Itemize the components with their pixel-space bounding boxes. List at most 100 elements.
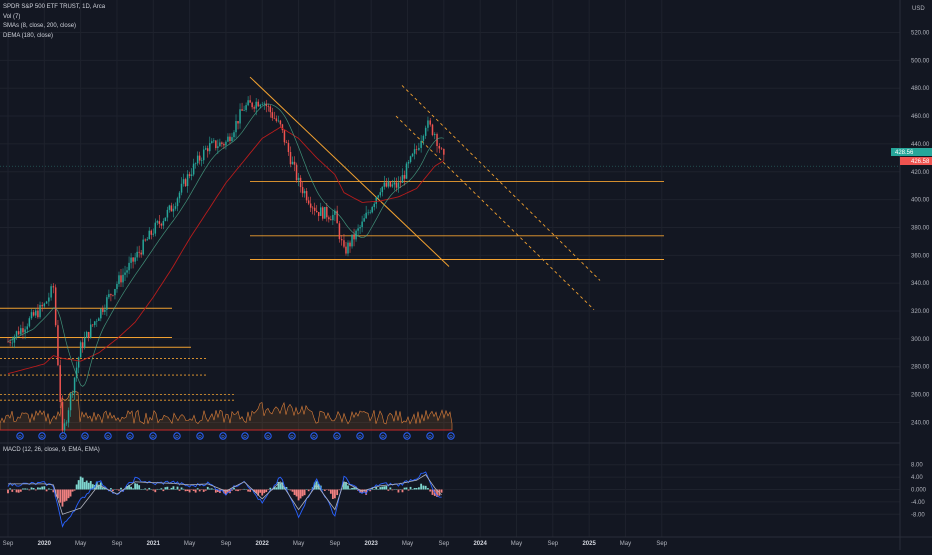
candle-body	[221, 142, 223, 143]
candle-body	[225, 142, 227, 146]
candle-body	[66, 423, 68, 424]
macd-histogram-bar	[334, 490, 336, 499]
candle-body	[286, 142, 288, 143]
candle-body	[302, 187, 304, 193]
macd-histogram-bar	[102, 487, 104, 489]
candle-body	[68, 410, 70, 422]
candle-body	[20, 328, 22, 334]
candle-body	[257, 102, 259, 107]
candle-body	[441, 148, 443, 149]
candle-body	[306, 191, 308, 200]
macd-histogram-bar	[347, 485, 349, 489]
macd-histogram-bar	[328, 490, 330, 491]
candle-body	[48, 298, 50, 302]
macd-histogram-bar	[167, 487, 169, 490]
candle-body	[74, 378, 76, 393]
candle-body	[357, 228, 359, 230]
candle-body	[345, 247, 347, 254]
candle-body	[328, 217, 330, 219]
macd-histogram-bar	[76, 484, 78, 489]
candle-body	[378, 195, 380, 197]
price-tick-label: 260.00	[911, 393, 930, 399]
candle-body	[78, 358, 80, 368]
macd-histogram-bar	[247, 490, 249, 492]
time-tick-label: May	[620, 541, 631, 547]
candle-body	[223, 144, 225, 145]
macd-histogram-bar	[275, 487, 277, 489]
candle-body	[173, 209, 175, 212]
candle-body	[396, 182, 398, 187]
candle-body	[22, 328, 24, 332]
macd-histogram-bar	[35, 490, 37, 491]
candle-body	[296, 165, 298, 180]
dema-indicator-label[interactable]: DEMA (180, close)	[3, 32, 105, 42]
candle-body	[142, 240, 144, 255]
time-tick-label: 2021	[147, 541, 161, 547]
macd-histogram-bar	[138, 485, 140, 489]
sma-indicator-label[interactable]: SMAs (8, close, 200, close)	[3, 22, 105, 32]
candle-body	[432, 125, 434, 135]
candle-body	[59, 365, 61, 402]
time-tick-label: May	[75, 541, 86, 547]
candle-body	[288, 143, 290, 152]
macd-histogram-bar	[86, 481, 88, 490]
candle-body	[57, 325, 59, 365]
candle-body	[233, 132, 235, 137]
candle-body	[369, 212, 371, 213]
macd-histogram-bar	[259, 490, 261, 493]
candle-body	[12, 343, 14, 344]
price-axis[interactable]: 520.00500.00480.00460.00440.00420.00400.…	[911, 31, 930, 427]
macd-tick-label: 8.00	[911, 463, 923, 469]
price-tick-label: 240.00	[911, 420, 930, 426]
candle-body	[155, 223, 157, 234]
macd-histogram-bar	[82, 478, 84, 490]
candle-body	[310, 204, 312, 208]
volume-indicator-label[interactable]: Vol (7)	[3, 13, 105, 23]
macd-histogram-bar	[193, 490, 195, 491]
macd-indicator-label[interactable]: MACD (12, 26, close, 9, EMA, EMA)	[3, 447, 100, 453]
candle-body	[199, 156, 201, 161]
candle-body	[31, 312, 32, 318]
candle-body	[320, 207, 322, 216]
candle-body	[402, 175, 404, 183]
candle-body	[167, 210, 169, 218]
macd-histogram-bar	[181, 487, 183, 489]
macd-histogram-bar	[136, 484, 138, 490]
price-tick-label: 320.00	[911, 309, 930, 315]
macd-histogram-bar	[332, 490, 334, 499]
macd-axis[interactable]: 8.004.000.000-4.00-8.00	[911, 463, 927, 519]
candle-body	[29, 318, 31, 326]
candle-body	[62, 402, 64, 431]
macd-histogram-bar	[237, 490, 239, 492]
channel-lower-line[interactable]	[396, 116, 594, 310]
candle-body	[50, 286, 52, 297]
candle-body	[84, 338, 86, 348]
price-tick-label: 420.00	[911, 170, 930, 176]
macd-histogram-bar	[74, 490, 76, 491]
macd-tick-label: 0.000	[911, 488, 927, 494]
macd-histogram-bar	[48, 488, 50, 489]
candle-body	[400, 183, 402, 184]
candle-body	[243, 110, 245, 111]
candle-body	[138, 252, 140, 253]
candle-body	[261, 104, 263, 105]
candle-body	[94, 321, 96, 325]
candle-body	[55, 287, 57, 325]
symbol-title[interactable]: SPDR S&P 500 ETF TRUST, 1D, Arca	[3, 3, 105, 13]
candle-body	[82, 342, 84, 348]
channel-upper-line[interactable]	[402, 85, 600, 280]
candle-body	[235, 121, 237, 132]
macd-histogram-bar	[43, 486, 45, 489]
candle-body	[195, 163, 197, 164]
macd-histogram-bar	[203, 490, 205, 492]
candle-body	[341, 239, 343, 240]
candle-body	[110, 294, 112, 295]
macd-histogram-bar	[408, 490, 410, 491]
candle-body	[259, 105, 261, 107]
macd-histogram-bar	[339, 490, 341, 491]
macd-histogram-bar	[280, 483, 282, 489]
candle-body	[439, 146, 441, 149]
